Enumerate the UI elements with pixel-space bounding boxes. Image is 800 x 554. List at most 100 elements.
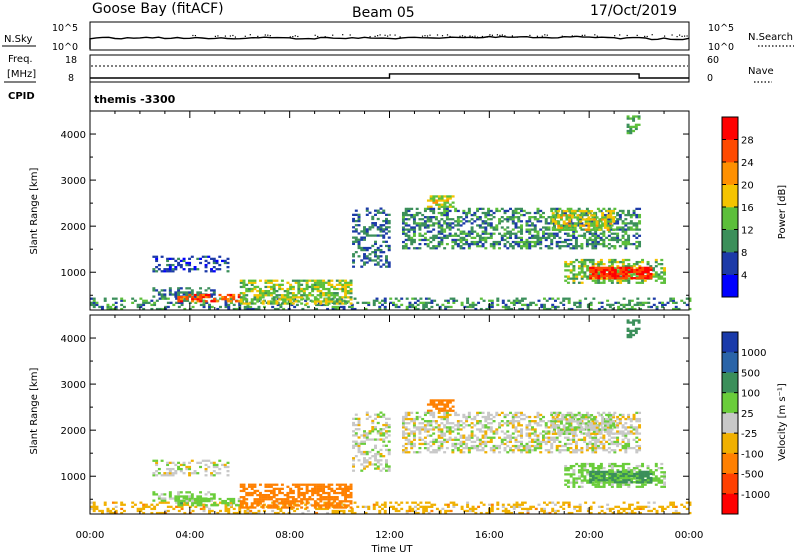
scatter-cell-7	[613, 451, 617, 454]
scatter-cell-7	[432, 415, 436, 419]
scatter-cell-7	[476, 422, 480, 425]
scatter-cell-9	[572, 267, 576, 270]
scatter-cell-0	[304, 299, 308, 302]
scatter-cell-0	[166, 305, 170, 309]
scatter-cell-5	[374, 417, 377, 420]
scatter-cell-11	[634, 123, 638, 126]
scatter-cell-7	[539, 242, 543, 246]
noise-search-point	[249, 34, 251, 36]
scatter-cell-0	[334, 511, 338, 515]
scatter-cell-3	[349, 302, 353, 305]
scatter-cell-9	[591, 260, 595, 264]
scatter-cell-2	[191, 298, 195, 301]
scatter-cell-7	[437, 424, 441, 427]
scatter-cell-2	[232, 502, 236, 505]
scatter-cell-4	[174, 266, 178, 269]
scatter-cell-8	[557, 418, 561, 421]
noise-search-point	[349, 34, 351, 36]
scatter-cell-7	[638, 411, 642, 415]
scatter-cell-7	[627, 430, 631, 433]
scatter-cell-3	[245, 300, 249, 303]
scatter-cell-3	[297, 493, 301, 497]
scatter-cell-10	[597, 277, 601, 280]
scatter-cell-9	[597, 281, 601, 284]
scatter-cell-7	[618, 430, 622, 433]
scatter-cell-7	[484, 451, 488, 454]
scatter-cell-0	[224, 299, 228, 302]
scatter-cell-7	[451, 240, 455, 244]
scatter-cell-7	[423, 413, 427, 417]
scatter-cell-7	[624, 240, 628, 244]
scatter-cell-0	[466, 305, 470, 309]
scatter-cell-0	[625, 511, 629, 515]
scatter-cell-3	[311, 483, 315, 486]
scatter-cell-7	[591, 234, 595, 237]
scatter-cell-7	[594, 245, 598, 248]
scatter-cell-8	[573, 414, 577, 417]
scatter-cell-7	[550, 240, 554, 244]
scatter-cell-8	[559, 430, 563, 433]
scatter-cell-7	[478, 411, 482, 415]
scatter-cell-3	[341, 483, 345, 486]
scatter-cell-7	[418, 432, 422, 435]
scatter-cell-0	[526, 507, 530, 511]
scatter-cell-3	[258, 498, 262, 501]
scatter-cell-3	[261, 296, 265, 299]
scatter-cell-7	[566, 442, 570, 446]
scatter-cell-7	[599, 220, 603, 223]
scatter-cell-3	[333, 292, 337, 295]
scatter-cell-3	[346, 500, 350, 503]
scatter-cell-4	[166, 270, 170, 273]
scatter-cell-3	[258, 279, 262, 282]
scatter-cell-3	[245, 504, 249, 507]
scatter-cell-3	[327, 287, 331, 291]
scatter-cell-0	[444, 305, 448, 309]
scatter-cell-3	[253, 491, 257, 495]
scatter-cell-7	[489, 242, 493, 246]
scatter-cell-7	[607, 426, 611, 429]
noise-search-point	[644, 35, 646, 37]
scatter-cell-7	[423, 430, 427, 433]
scatter-cell-9	[577, 271, 581, 274]
scatter-cell-7	[621, 424, 625, 427]
scatter-cell-2	[199, 293, 203, 297]
scatter-cell-1	[199, 495, 203, 498]
scatter-cell-7	[440, 211, 444, 215]
scatter-cell-7	[624, 446, 628, 450]
scatter-cell-3	[346, 300, 350, 303]
scatter-cell-3	[300, 287, 304, 291]
scatter-cell-2	[226, 504, 230, 507]
scatter-cell-7	[407, 434, 411, 437]
scatter-cell-3	[300, 302, 304, 305]
scatter-cell-0	[510, 511, 513, 515]
scatter-cell-3	[253, 287, 257, 291]
scatter-cell-5	[363, 255, 366, 258]
scatter-cell-9	[652, 273, 656, 276]
scatter-cell-7	[476, 449, 480, 452]
scatter-cell-10	[619, 270, 623, 274]
scatter-cell-10	[611, 277, 615, 280]
scatter-cell-7	[583, 440, 587, 444]
scatter-cell-3	[327, 281, 331, 284]
scatter-cell-7	[429, 451, 433, 454]
scatter-cell-3	[275, 283, 279, 287]
noise-search-point	[676, 36, 678, 38]
scatter-cell-3	[322, 294, 326, 297]
scatter-cell-0	[614, 301, 618, 304]
scatter-cell-3	[286, 485, 290, 488]
scatter-cell-7	[616, 238, 620, 242]
scatter-cell-5	[365, 432, 369, 435]
scatter-cell-7	[495, 224, 499, 227]
scatter-cell-3	[275, 498, 279, 501]
scatter-cell-0	[254, 511, 258, 515]
scatter-cell-6	[443, 409, 447, 412]
scatter-cell-9	[586, 277, 590, 280]
scatter-cell-0	[644, 505, 648, 508]
scatter-cell-3	[286, 506, 290, 509]
scatter-cell-7	[498, 242, 502, 246]
scatter-cell-0	[232, 303, 236, 307]
scatter-cell-5	[365, 248, 369, 252]
noise-search-point	[424, 35, 426, 37]
scatter-cell-5	[357, 215, 361, 219]
scatter-cell-7	[533, 422, 537, 425]
